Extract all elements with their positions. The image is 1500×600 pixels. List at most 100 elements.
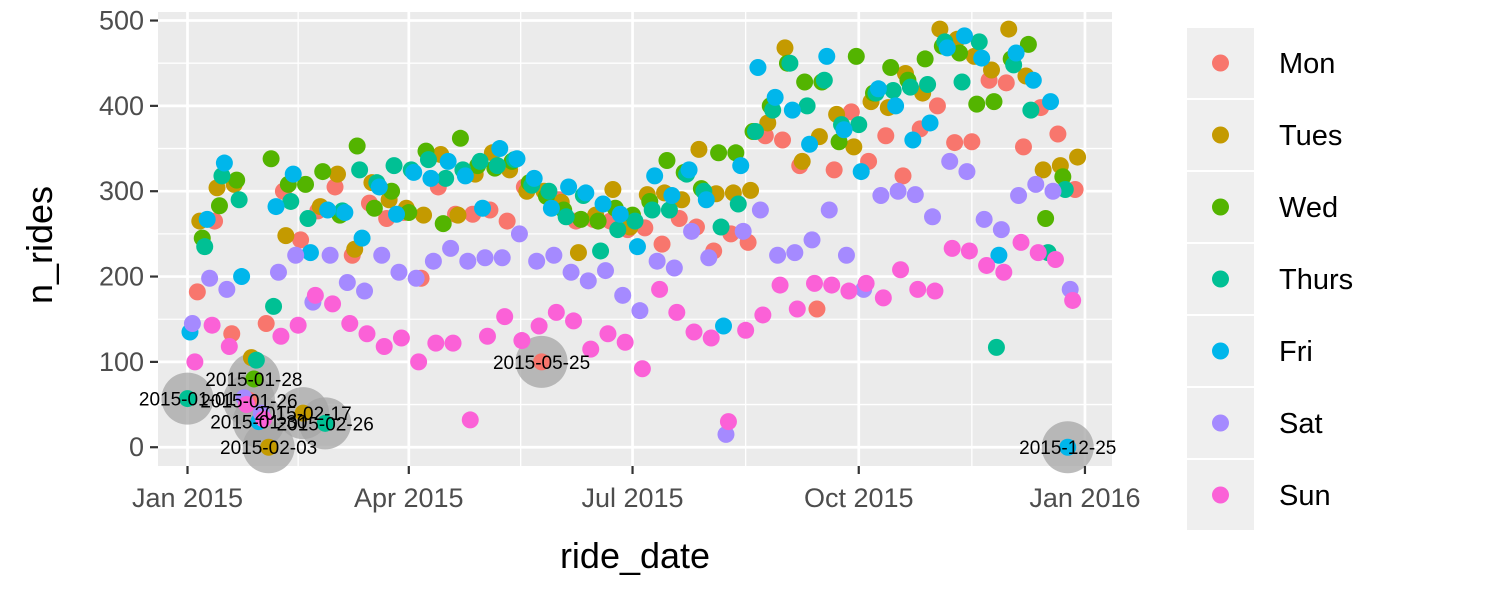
data-point-sun	[392, 329, 410, 347]
data-point-tues	[690, 140, 708, 158]
data-point-thurs	[351, 161, 369, 179]
data-point-sun	[737, 321, 755, 339]
data-point-thurs	[179, 390, 197, 408]
data-point-tues	[776, 39, 794, 57]
x-tick-label: Jul 2015	[581, 483, 683, 513]
data-point-fri	[215, 154, 233, 172]
data-point-thurs	[299, 210, 317, 228]
y-tick-label: 400	[99, 91, 144, 121]
data-point-sat	[889, 182, 907, 200]
annotation-label: 2015-12-25	[1019, 438, 1116, 459]
x-axis-title: ride_date	[560, 535, 710, 576]
data-point-sat	[579, 272, 597, 290]
data-point-tues	[294, 404, 312, 422]
data-point-sun	[461, 411, 479, 429]
annotation-label: 2015-02-03	[220, 438, 317, 459]
data-point-sat	[975, 210, 993, 228]
data-point-sun	[978, 256, 996, 274]
data-point-sat	[1027, 175, 1045, 193]
legend-marker-mon	[1212, 54, 1229, 72]
data-point-fri	[852, 163, 870, 181]
data-point-sat	[837, 246, 855, 264]
data-point-mon	[257, 314, 275, 332]
data-point-thurs	[953, 73, 971, 91]
data-point-wed	[968, 95, 986, 113]
data-point-sat	[700, 249, 718, 267]
data-point-fri	[887, 97, 905, 115]
legend-marker-tues	[1212, 126, 1229, 144]
data-point-fri	[267, 198, 285, 216]
data-point-thurs	[798, 97, 816, 115]
data-point-sat	[321, 246, 339, 264]
data-point-sun	[324, 295, 342, 313]
data-point-fri	[405, 163, 423, 181]
data-point-sat	[596, 262, 614, 280]
data-point-sun	[410, 353, 428, 371]
data-point-tues	[569, 244, 587, 262]
data-point-sun	[702, 329, 720, 347]
data-point-fri	[525, 169, 543, 187]
data-point-sun	[616, 333, 634, 351]
data-point-wed	[589, 212, 607, 230]
data-point-wed	[658, 151, 676, 169]
data-point-sat	[269, 263, 287, 281]
data-point-sun	[823, 276, 841, 294]
data-point-tues	[260, 438, 278, 456]
legend-label-mon: Mon	[1279, 48, 1335, 80]
legend-marker-sat	[1212, 414, 1229, 432]
y-tick-label: 0	[129, 432, 144, 462]
data-point-fri	[628, 238, 646, 256]
data-point-fri	[990, 246, 1008, 264]
data-point-sun	[771, 276, 789, 294]
data-point-sat	[751, 201, 769, 219]
x-tick-label: Oct 2015	[804, 483, 914, 513]
annotation-label: 2015-01-01	[139, 390, 236, 411]
data-point-thurs	[970, 33, 988, 51]
data-point-thurs	[884, 82, 902, 100]
data-point-sun	[358, 325, 376, 343]
data-point-sun	[289, 316, 307, 334]
legend-label-wed: Wed	[1279, 192, 1338, 224]
data-point-sat	[992, 221, 1010, 239]
data-point-mon	[963, 133, 981, 151]
data-point-sat	[528, 252, 546, 270]
data-point-sat	[820, 201, 838, 219]
data-point-fri	[456, 167, 474, 185]
data-point-sat	[734, 222, 752, 240]
data-point-tues	[845, 138, 863, 156]
data-point-wed	[572, 210, 590, 228]
data-point-tues	[793, 152, 811, 170]
data-point-sun	[754, 306, 772, 324]
data-point-sat	[442, 239, 460, 257]
data-point-wed	[210, 197, 228, 215]
annotation-label: 2015-05-25	[493, 353, 590, 374]
data-point-sat	[407, 269, 425, 287]
data-point-fri	[1059, 438, 1077, 456]
data-point-tues	[1000, 20, 1018, 38]
data-point-fri	[422, 169, 440, 187]
data-point-sun	[582, 340, 600, 358]
annotation-label: 2015-02-17	[254, 404, 351, 425]
data-point-mon	[825, 161, 843, 179]
data-point-fri	[955, 27, 973, 45]
data-point-fri	[370, 178, 388, 196]
data-point-sun	[685, 323, 703, 341]
data-point-thurs	[540, 182, 558, 200]
data-point-mon	[1014, 138, 1032, 156]
data-point-fri	[663, 186, 681, 204]
annotation-label: 2015-01-26	[200, 391, 297, 412]
data-point-wed	[348, 137, 366, 155]
data-point-sat	[562, 263, 580, 281]
data-point-thurs	[643, 201, 661, 219]
data-point-fri	[835, 121, 853, 139]
data-point-tues	[759, 114, 777, 132]
data-point-fri	[818, 47, 836, 65]
data-point-fri	[801, 135, 819, 153]
data-point-wed	[916, 50, 934, 68]
data-point-thurs	[557, 208, 575, 226]
data-point-sun	[427, 334, 445, 352]
data-point-wed	[1054, 168, 1072, 186]
data-point-thurs	[1022, 101, 1040, 119]
